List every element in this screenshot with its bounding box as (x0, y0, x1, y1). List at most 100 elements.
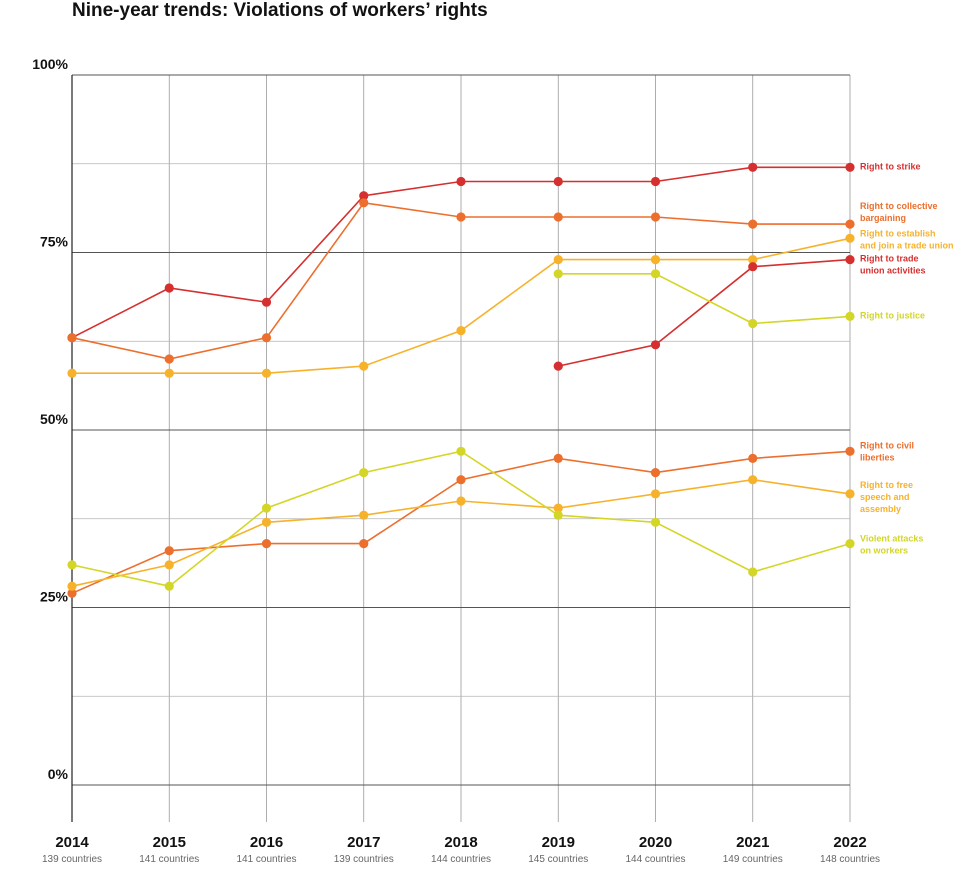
data-point (67, 368, 77, 378)
data-point (553, 212, 563, 222)
data-point (650, 255, 661, 265)
x-tick-sublabel: 141 countries (236, 854, 296, 865)
data-point (845, 162, 855, 172)
data-point (650, 212, 661, 222)
series-label: Violent attacks on workers (860, 534, 923, 556)
data-point (456, 176, 466, 187)
x-tick-sublabel: 148 countries (820, 854, 880, 865)
data-point (845, 233, 855, 243)
data-point (164, 546, 174, 556)
data-point (359, 539, 369, 549)
x-tick-label: 2020 (639, 834, 672, 851)
data-point (456, 475, 466, 485)
data-point (261, 503, 272, 513)
data-point (456, 326, 466, 336)
x-tick-sublabel: 139 countries (334, 854, 394, 865)
data-point (748, 255, 758, 265)
data-point (164, 283, 174, 293)
data-point (261, 368, 272, 378)
data-point (261, 333, 272, 343)
data-point (553, 361, 563, 371)
data-point (650, 269, 661, 279)
y-tick-label: 50% (40, 411, 69, 427)
data-point (748, 318, 758, 329)
series-line (558, 258, 851, 367)
data-point (845, 311, 855, 321)
data-point (650, 517, 661, 527)
series-line (558, 273, 851, 325)
series-layer (67, 162, 855, 598)
x-tick-sublabel: 144 countries (431, 854, 491, 865)
x-tick-sublabel: 144 countries (625, 854, 685, 865)
y-tick-label: 75% (40, 234, 69, 250)
data-point (650, 176, 661, 187)
series-label: Right to justice (860, 310, 925, 320)
data-point (456, 446, 466, 456)
x-tick-sublabel: 141 countries (139, 854, 199, 865)
data-point (359, 510, 369, 520)
data-point (67, 333, 77, 343)
data-point (164, 560, 174, 570)
x-tick-label: 2017 (347, 834, 380, 851)
data-point (553, 453, 563, 463)
data-point (359, 361, 369, 371)
series-2 (67, 198, 855, 364)
data-point (261, 539, 272, 549)
data-point (67, 581, 77, 591)
data-point (845, 539, 855, 549)
data-point (359, 468, 369, 478)
x-tick-sublabel: 145 countries (528, 854, 588, 865)
series-6 (67, 446, 855, 598)
x-tick-label: 2019 (542, 834, 575, 851)
data-point (748, 475, 758, 485)
x-tick-label: 2021 (736, 834, 769, 851)
series-label: Right to civil liberties (860, 440, 914, 462)
series-label: Right to trade union activities (860, 254, 926, 276)
data-point (456, 496, 466, 506)
y-tick-label: 25% (40, 589, 69, 605)
data-point (553, 176, 563, 187)
axis-layer: 0% 25% 50% 75% 100% 2014 139 countries 2015 141 … (32, 56, 880, 865)
data-point (359, 191, 369, 201)
data-point (67, 560, 77, 570)
x-tick-label: 2022 (833, 834, 866, 851)
data-point (67, 588, 77, 598)
data-point (748, 219, 758, 229)
data-point (650, 468, 661, 478)
data-point (553, 503, 563, 513)
data-point (845, 489, 855, 499)
series-label: Right to strike (860, 161, 921, 171)
data-point (164, 354, 174, 364)
data-point (359, 198, 369, 208)
data-point (650, 340, 661, 350)
data-point (261, 297, 272, 307)
series-8 (67, 446, 855, 591)
data-point (748, 567, 758, 577)
data-point (748, 262, 758, 272)
data-point (164, 581, 174, 591)
data-point (261, 517, 272, 527)
data-point (164, 368, 174, 378)
series-7 (67, 475, 855, 591)
data-point (553, 269, 563, 279)
series-4 (553, 255, 855, 371)
x-tick-sublabel: 139 countries (42, 854, 102, 865)
y-tick-label: 0% (48, 766, 69, 782)
x-tick-label: 2018 (444, 834, 477, 851)
data-point (845, 255, 855, 265)
series-label: Right to collective bargaining (860, 201, 938, 223)
y-tick-label: 100% (32, 56, 68, 72)
x-tick-label: 2016 (250, 834, 283, 851)
data-point (456, 212, 466, 222)
x-tick-sublabel: 149 countries (723, 854, 783, 865)
x-tick-label: 2015 (153, 834, 186, 851)
series-3 (67, 233, 855, 378)
data-point (553, 510, 563, 520)
series-label: Right to free speech and assembly (860, 480, 913, 514)
data-point (845, 219, 855, 229)
data-point (748, 453, 758, 463)
chart-title: Nine-year trends: Violations of workers’… (72, 0, 488, 21)
series-label-layer: Right to strike Right to collective bargai… (860, 161, 954, 555)
data-point (845, 446, 855, 456)
